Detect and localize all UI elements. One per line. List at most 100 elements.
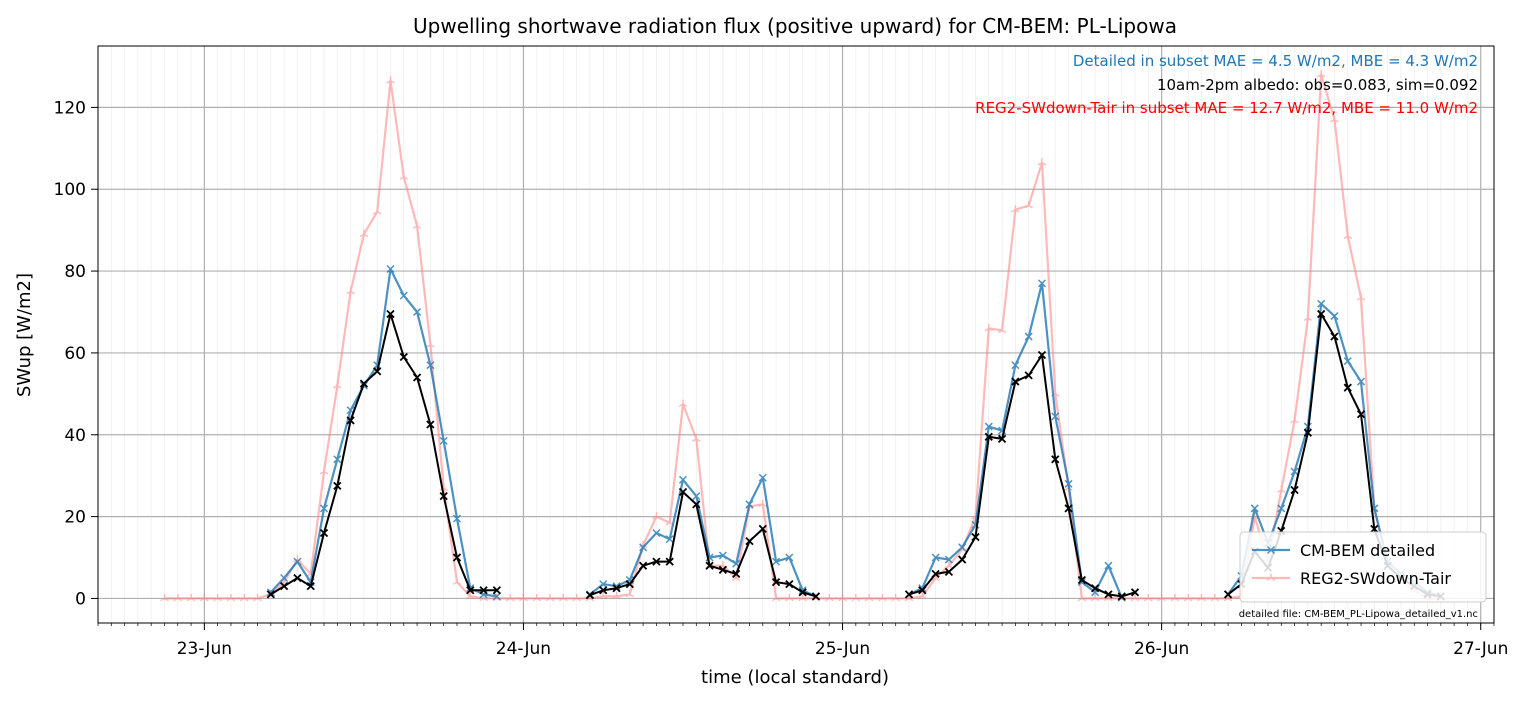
data-point — [652, 557, 661, 566]
data-point — [452, 577, 462, 585]
data-point — [1064, 479, 1073, 488]
data-point — [692, 434, 701, 442]
minor-gridlines — [97, 46, 1495, 623]
data-point — [426, 361, 435, 370]
data-point — [931, 553, 940, 562]
data-point — [1223, 590, 1233, 599]
data-point — [971, 532, 980, 542]
plot-frame — [97, 45, 1495, 624]
data-point — [253, 593, 262, 602]
data-point — [878, 593, 887, 602]
data-point — [1037, 350, 1047, 360]
y-tick-label: 60 — [64, 344, 86, 364]
data-point — [758, 524, 767, 534]
data-point — [1356, 410, 1366, 419]
data-point — [891, 593, 900, 602]
data-point — [692, 500, 701, 509]
series-line — [269, 267, 498, 598]
data-point — [559, 593, 568, 602]
data-point — [333, 455, 342, 464]
data-point — [997, 325, 1007, 334]
legend-key-reg2 — [1252, 573, 1290, 581]
data-point — [692, 492, 701, 501]
legend-marker — [1266, 545, 1276, 555]
series-line — [589, 491, 817, 598]
x-tick-label: 24-Jun — [496, 639, 551, 659]
data-point — [1290, 467, 1299, 476]
data-point — [1024, 332, 1033, 341]
data-point — [466, 586, 475, 595]
data-point — [824, 593, 834, 602]
legend-key-cm-bem — [1252, 545, 1290, 555]
data-point — [426, 340, 435, 348]
legend-box — [1239, 531, 1487, 603]
data-point — [306, 582, 315, 591]
data-point — [399, 352, 408, 362]
data-point — [1077, 578, 1086, 587]
data-point — [598, 591, 608, 600]
data-point — [466, 591, 475, 600]
data-point — [1317, 309, 1326, 319]
data-point — [758, 499, 768, 508]
data-point — [997, 434, 1007, 443]
data-point — [293, 557, 302, 566]
data-point — [1091, 584, 1100, 593]
data-point — [1157, 593, 1166, 602]
data-point — [1130, 588, 1140, 597]
data-point — [678, 475, 688, 484]
data-point — [173, 593, 183, 602]
x-tick-label: 27-Jun — [1453, 639, 1508, 659]
data-point — [1317, 299, 1326, 308]
data-point — [213, 593, 222, 602]
data-point — [678, 399, 688, 407]
data-point — [612, 584, 621, 593]
annotation-reg2-stats: REG2-SWdown-Tair in subset MAE = 12.7 W/… — [975, 99, 1478, 117]
data-point — [359, 379, 369, 388]
y-tick-label: 100 — [54, 180, 86, 200]
data-point — [386, 309, 395, 319]
data-point — [1011, 205, 1020, 213]
data-point — [372, 207, 382, 215]
data-point — [585, 591, 595, 600]
data-point — [1037, 158, 1047, 166]
data-point — [359, 229, 369, 238]
data-point — [532, 593, 542, 602]
data-point — [732, 569, 741, 579]
data-point — [1303, 428, 1313, 437]
data-point — [293, 573, 302, 583]
data-point — [944, 567, 954, 576]
data-point — [399, 172, 409, 180]
data-point — [771, 577, 781, 587]
data-point — [1316, 70, 1326, 78]
annotation-albedo: 10am-2pm albedo: obs=0.083, sim=0.092 — [1157, 76, 1478, 94]
y-axis: 0 20 40 60 80 100 120 — [54, 98, 98, 609]
data-point — [1011, 377, 1020, 386]
data-point — [1210, 593, 1220, 602]
data-point — [479, 586, 488, 595]
data-point — [745, 500, 754, 509]
x-tick-label: 26-Jun — [1134, 639, 1189, 659]
data-point — [412, 373, 422, 382]
annotation-detailed-stats: Detailed in subset MAE = 4.5 W/m2, MBE =… — [1073, 52, 1478, 70]
data-point — [612, 591, 621, 600]
data-point — [984, 422, 993, 431]
data-point — [1130, 593, 1140, 602]
x-axis: 23-Jun 24-Jun 25-Jun 26-Jun 27-Jun — [97, 623, 1508, 659]
data-point — [944, 555, 953, 564]
data-point — [1356, 293, 1366, 301]
x-tick-label: 25-Jun — [815, 639, 870, 659]
data-point — [492, 592, 501, 601]
y-tick-label: 80 — [64, 262, 86, 282]
data-point — [319, 528, 329, 538]
legend-line-cm-bem — [1252, 545, 1290, 555]
data-point — [1343, 383, 1352, 392]
data-point — [1343, 231, 1353, 240]
legend-marker — [1266, 573, 1276, 581]
data-point — [665, 557, 674, 566]
data-point — [1051, 412, 1060, 421]
data-point — [758, 473, 767, 482]
data-point — [1330, 332, 1339, 341]
data-point — [452, 553, 462, 562]
data-point — [266, 588, 275, 597]
